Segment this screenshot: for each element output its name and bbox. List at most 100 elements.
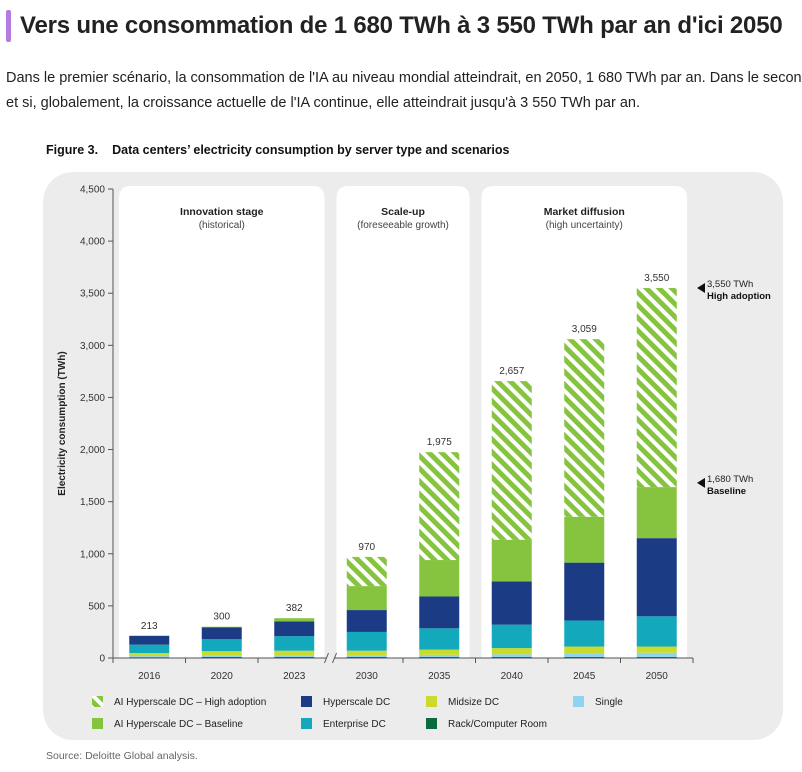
bar-enterprise-2020 xyxy=(201,639,242,652)
total-label-2035: 1,975 xyxy=(427,437,452,448)
legend-swatch-ai_baseline xyxy=(92,718,103,729)
y-tick-label-7: 3,500 xyxy=(80,289,105,300)
annotation-arrow-0 xyxy=(697,283,705,294)
figure-title: Data centers’ electricity consumption by… xyxy=(112,143,510,157)
y-tick-label-4: 2,000 xyxy=(80,445,105,456)
x-tick-label-2023: 2023 xyxy=(283,671,306,682)
total-label-2030: 970 xyxy=(358,542,375,553)
y-tick-label-1: 500 xyxy=(88,601,105,612)
bar-single-2040 xyxy=(491,654,532,657)
bar-single-2050 xyxy=(636,652,677,657)
y-tick-label-3: 1,500 xyxy=(80,497,105,508)
bar-rack-2050 xyxy=(636,656,677,658)
legend-label-enterprise: Enterprise DC xyxy=(323,719,386,730)
y-tick-label-9: 4,500 xyxy=(80,185,105,196)
bar-hyperscale-2050 xyxy=(636,538,677,617)
stage-title-0: Innovation stage xyxy=(180,206,264,218)
x-tick-label-2020: 2020 xyxy=(211,671,234,682)
intro-line-1: Dans le premier scénario, la consommatio… xyxy=(6,70,802,86)
bar-ai_baseline-2020 xyxy=(201,626,242,628)
legend-label-hyperscale: Hyperscale DC xyxy=(323,697,390,708)
bar-ai_high-2045 xyxy=(564,339,605,517)
bar-enterprise-2023 xyxy=(274,636,315,651)
bar-single-2020 xyxy=(201,655,242,657)
bar-midsize-2016 xyxy=(129,652,170,657)
annotation-value-1: 1,680 TWh xyxy=(707,474,753,485)
annotation-value-0: 3,550 TWh xyxy=(707,279,753,290)
total-label-2040: 2,657 xyxy=(499,366,524,377)
bar-hyperscale-2030 xyxy=(346,610,387,632)
x-tick-label-2030: 2030 xyxy=(356,671,379,682)
y-tick-label-8: 4,000 xyxy=(80,237,105,248)
bar-midsize-2045 xyxy=(564,646,605,654)
bar-ai_baseline-2030 xyxy=(346,586,387,611)
bar-enterprise-2035 xyxy=(419,628,460,650)
figure-number: Figure 3. xyxy=(46,143,99,157)
bar-single-2030 xyxy=(346,655,387,657)
bar-ai_baseline-2040 xyxy=(491,539,532,582)
total-label-2050: 3,550 xyxy=(644,273,669,284)
page-title: Vers une consommation de 1 680 TWh à 3 5… xyxy=(20,12,783,39)
total-label-2016: 213 xyxy=(141,621,158,632)
bar-hyperscale-2023 xyxy=(274,621,315,637)
bar-rack-2020 xyxy=(201,656,242,658)
total-label-2023: 382 xyxy=(286,603,303,614)
x-tick-label-2016: 2016 xyxy=(138,671,161,682)
bar-enterprise-2050 xyxy=(636,616,677,647)
bar-hyperscale-2040 xyxy=(491,581,532,625)
bar-enterprise-2016 xyxy=(129,644,170,653)
stacked-bar-chart: Innovation stage (historical) Scale-up (for… xyxy=(57,185,771,731)
total-label-2020: 300 xyxy=(213,612,230,623)
bar-rack-2035 xyxy=(419,656,460,658)
page-heading: Vers une consommation de 1 680 TWh à 3 5… xyxy=(6,8,783,44)
bar-hyperscale-2045 xyxy=(564,562,605,621)
bar-single-2035 xyxy=(419,654,460,657)
bar-ai_baseline-2050 xyxy=(636,487,677,539)
legend-label-ai_baseline: AI Hyperscale DC – Baseline xyxy=(114,719,243,730)
bar-midsize-2030 xyxy=(346,650,387,656)
source-note: Source: Deloitte Global analysis. xyxy=(46,750,198,762)
stage-panel-0 xyxy=(119,186,325,658)
stage-subtitle-1: (foreseeable growth) xyxy=(357,220,449,231)
stage-title-2: Market diffusion xyxy=(544,206,625,218)
legend-swatch-single xyxy=(573,696,584,707)
annotation-arrow-1 xyxy=(697,477,705,488)
y-tick-label-5: 2,500 xyxy=(80,393,105,404)
legend-swatch-ai_high xyxy=(92,696,103,707)
bar-single-2023 xyxy=(274,655,315,657)
legend-label-midsize: Midsize DC xyxy=(448,697,499,708)
bar-ai_baseline-2023 xyxy=(274,618,315,622)
bar-ai_high-2040 xyxy=(491,381,532,540)
heading-accent-bar xyxy=(6,10,11,42)
bar-enterprise-2045 xyxy=(564,620,605,647)
bar-midsize-2040 xyxy=(491,648,532,655)
intro-line-2: et si, globalement, la croissance actuel… xyxy=(6,95,640,111)
legend-swatch-rack xyxy=(426,718,437,729)
bar-midsize-2023 xyxy=(274,650,315,656)
bar-midsize-2050 xyxy=(636,646,677,653)
bar-ai_high-2030 xyxy=(346,556,387,587)
annotation-scenario-1: Baseline xyxy=(707,486,746,497)
bar-hyperscale-2020 xyxy=(201,627,242,640)
bar-ai_high-2050 xyxy=(636,288,677,488)
bar-ai_high-2035 xyxy=(419,452,460,561)
bar-rack-2023 xyxy=(274,656,315,658)
bar-hyperscale-2016 xyxy=(129,635,170,645)
legend-swatch-midsize xyxy=(426,696,437,707)
y-axis-label: Electricity consumption (TWh) xyxy=(57,351,68,495)
stage-title-1: Scale-up xyxy=(381,206,425,218)
axis-break-mark-1 xyxy=(324,652,329,664)
bar-midsize-2035 xyxy=(419,649,460,655)
axis-break-mark-2 xyxy=(332,652,337,664)
legend-swatch-hyperscale xyxy=(301,696,312,707)
bar-midsize-2020 xyxy=(201,651,242,656)
x-tick-label-2050: 2050 xyxy=(646,671,669,682)
y-tick-label-2: 1,000 xyxy=(80,549,105,560)
total-label-2045: 3,059 xyxy=(572,324,597,335)
y-tick-label-6: 3,000 xyxy=(80,341,105,352)
bar-ai_baseline-2035 xyxy=(419,560,460,597)
bar-rack-2030 xyxy=(346,656,387,658)
bar-rack-2045 xyxy=(564,656,605,658)
legend-label-ai_high: AI Hyperscale DC – High adoption xyxy=(114,697,266,708)
bar-enterprise-2030 xyxy=(346,631,387,651)
